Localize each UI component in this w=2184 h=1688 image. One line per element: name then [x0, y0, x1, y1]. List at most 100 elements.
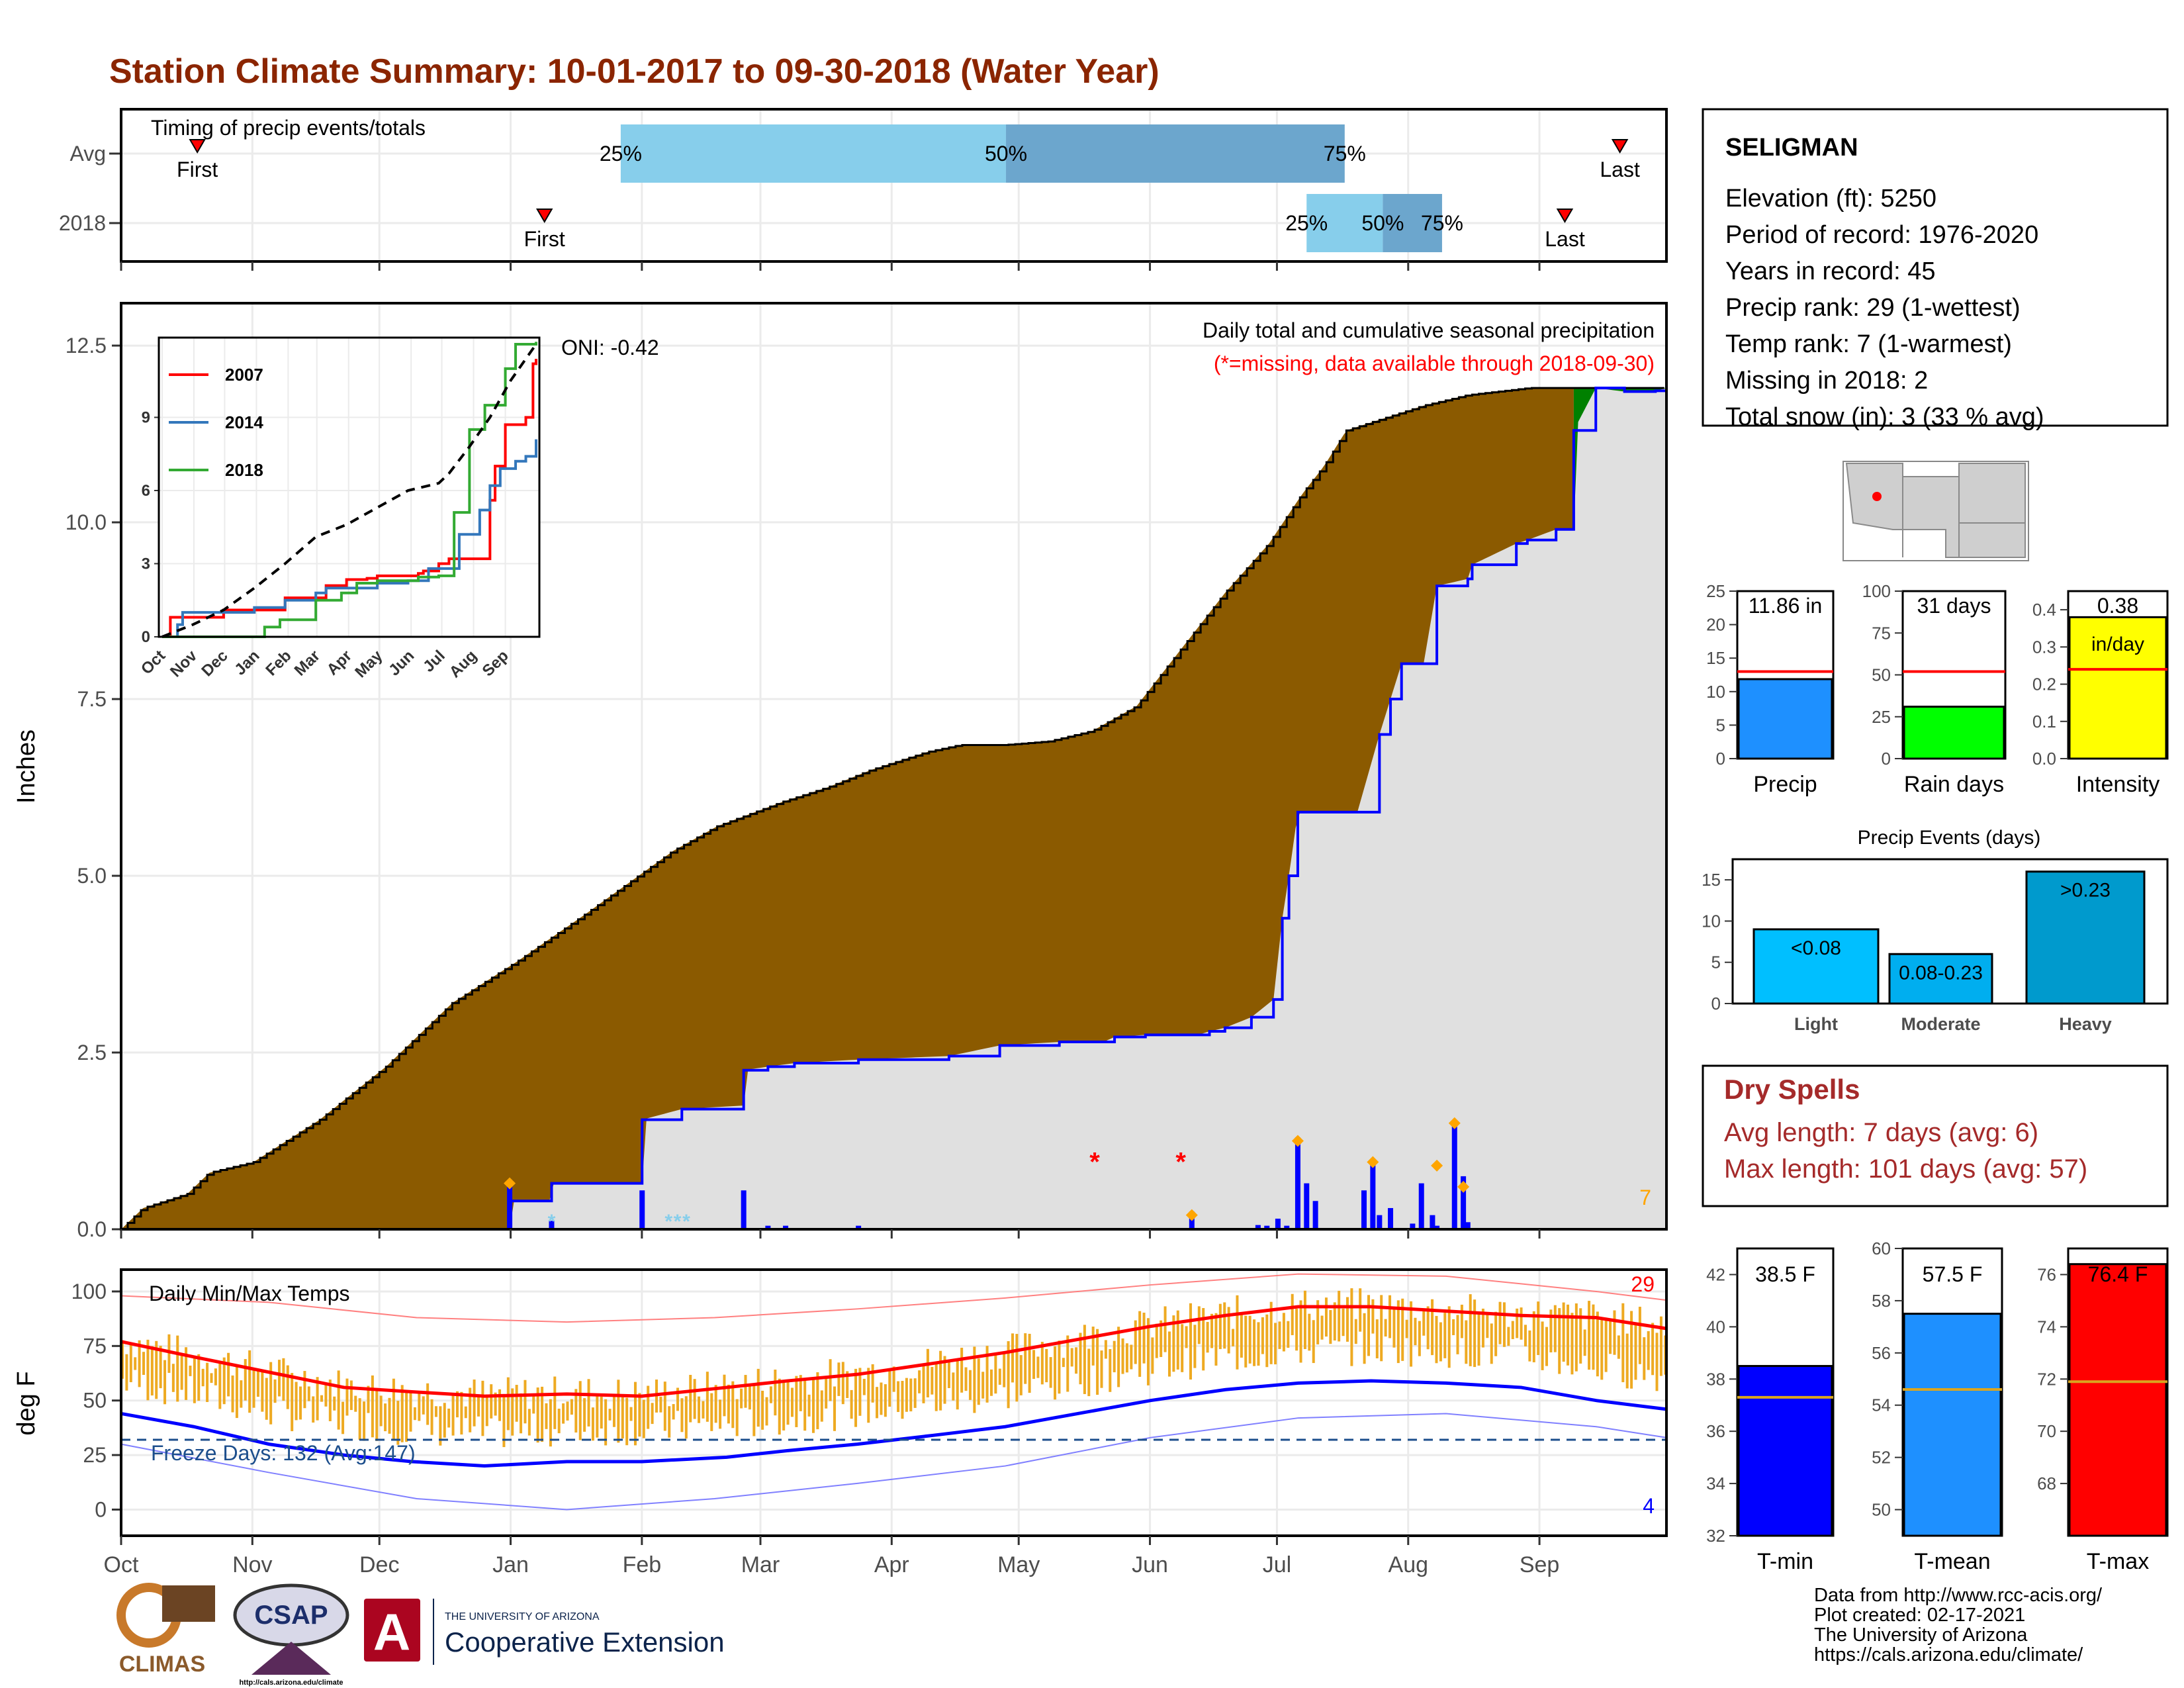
extreme-precip-marker	[1431, 1159, 1443, 1172]
daily-temp-bar	[244, 1359, 247, 1401]
daily-temp-bar	[557, 1409, 561, 1434]
snow-marker: *	[664, 1211, 672, 1233]
csap-logo-mountain	[251, 1642, 331, 1675]
temp-summary-panel: 68 70 72 74 76 76.4 F T-max	[2037, 1247, 2169, 1574]
summary-value-unit: in/day	[2091, 633, 2144, 655]
temp-summary-ytick-label: 74	[2037, 1317, 2056, 1336]
events-category-label: Light	[1794, 1014, 1838, 1034]
daily-temp-bar	[1655, 1333, 1659, 1391]
summary-ytick-label: 50	[1872, 665, 1891, 685]
daily-temp-bar	[769, 1386, 772, 1403]
daily-temp-bar	[494, 1392, 497, 1416]
temp-summary-ytick-label: 56	[1872, 1343, 1891, 1363]
daily-temp-bar	[829, 1359, 832, 1401]
extreme-precip-marker	[1367, 1156, 1379, 1168]
quartile-label: 25%	[1285, 211, 1328, 235]
daily-temp-bar	[1490, 1323, 1493, 1364]
inset-legend-label: 2018	[225, 460, 263, 480]
daily-temp-bar	[943, 1356, 946, 1404]
events-bar-label: >0.23	[2060, 880, 2111, 902]
daily-temp-bar	[1032, 1350, 1036, 1380]
ua-logo-letter: A	[373, 1603, 410, 1661]
daily-temp-bar	[167, 1334, 171, 1373]
daily-temp-bar	[651, 1403, 654, 1425]
daily-temp-bar	[1342, 1308, 1345, 1336]
daily-temp-bar	[1431, 1299, 1434, 1356]
daily-temp-bar	[1359, 1288, 1362, 1332]
daily-temp-bar	[871, 1364, 874, 1403]
freeze-days-label: Freeze Days: 132 (Avg:147)	[151, 1441, 416, 1465]
daily-temp-bar	[1181, 1324, 1184, 1372]
daily-temp-bar	[1295, 1309, 1298, 1351]
extreme-count-label: 7	[1639, 1186, 1651, 1209]
temp-summary-ytick-label: 52	[1872, 1448, 1891, 1468]
daily-temp-bar	[913, 1378, 917, 1408]
daily-temp-bar	[731, 1381, 735, 1429]
summary-value-label: 0.38	[2097, 594, 2138, 618]
inset-ytick-label: 0	[142, 628, 150, 646]
daily-temp-bar	[892, 1366, 895, 1392]
daily-temp-bar	[333, 1396, 336, 1411]
timing-row-label: 2018	[59, 211, 106, 235]
daily-temp-bar	[1274, 1323, 1277, 1365]
quartile-label: 75%	[1421, 211, 1463, 235]
daily-temp-bar	[553, 1376, 557, 1429]
daily-temp-bar	[460, 1391, 463, 1435]
daily-temp-bar	[1460, 1304, 1463, 1338]
daily-temp-bar	[1481, 1308, 1484, 1348]
daily-temp-bar	[235, 1365, 238, 1419]
daily-temp-bar	[774, 1370, 777, 1416]
snow-marker: *	[548, 1211, 556, 1233]
daily-temp-bar	[1579, 1308, 1582, 1364]
daily-temp-bar	[1087, 1348, 1091, 1397]
daily-temp-bar	[1138, 1311, 1142, 1377]
first-label: First	[177, 158, 218, 181]
daily-temp-bar	[1350, 1288, 1353, 1366]
daily-temp-bar	[384, 1403, 387, 1432]
station-info-line: Years in record: 45	[1725, 258, 1936, 285]
daily-temp-bar	[1189, 1303, 1193, 1380]
daily-temp-bar	[740, 1388, 743, 1409]
csap-logo-url: http://cals.arizona.edu/climate	[239, 1679, 343, 1687]
daily-temp-bar	[811, 1378, 815, 1433]
daily-temp-bar	[1291, 1293, 1294, 1335]
daily-temp-bar	[968, 1370, 972, 1400]
daily-temp-bar	[392, 1378, 395, 1440]
record-max-line	[120, 1273, 1667, 1323]
precip-ylabel: Inches	[13, 729, 40, 804]
station-location-dot	[1872, 492, 1882, 501]
temp-summary-label: T-min	[1757, 1549, 1813, 1574]
daily-precip-bar	[507, 1183, 513, 1229]
daily-temp-bar	[884, 1384, 887, 1417]
daily-temp-bar	[1507, 1327, 1510, 1346]
daily-temp-bar	[426, 1383, 430, 1425]
daily-temp-bar	[464, 1406, 467, 1419]
ua-logo-small-text: THE UNIVERSITY OF ARIZONA	[445, 1611, 600, 1622]
daily-temp-bar	[1469, 1294, 1472, 1366]
daily-temp-bar	[481, 1380, 484, 1436]
daily-temp-bar	[286, 1365, 289, 1409]
temp-summary-bar	[1903, 1313, 2002, 1537]
daily-temp-bar	[1473, 1299, 1477, 1368]
daily-temp-bar	[541, 1386, 544, 1442]
daily-temp-bar	[1324, 1297, 1328, 1337]
summary-value-label: 31 days	[1917, 594, 1991, 618]
daily-temp-bar	[850, 1389, 853, 1419]
summary-bar-panel: 0 5 10 15 20 25 11.86 in Precip	[1706, 581, 1835, 797]
daily-temp-bar	[1516, 1308, 1519, 1338]
daily-temp-bar	[1261, 1317, 1264, 1354]
daily-temp-bar	[1210, 1313, 1214, 1348]
daily-temp-bar	[345, 1378, 349, 1416]
daily-temp-bar	[672, 1404, 675, 1420]
summary-ytick-label: 15	[1706, 648, 1725, 668]
daily-temp-bar	[570, 1399, 573, 1415]
daily-temp-bar	[1218, 1303, 1222, 1350]
climas-logo-text: CLIMAS	[119, 1652, 205, 1677]
daily-temp-bar	[1498, 1301, 1502, 1344]
dry-spells-frame	[1702, 1064, 2169, 1207]
daily-temp-bar	[1380, 1295, 1383, 1362]
temp-summary-ytick-label: 50	[1872, 1500, 1891, 1520]
daily-temp-bar	[248, 1350, 251, 1413]
climas-logo-block	[162, 1585, 215, 1622]
timing-panel: Avg 2018 25% 50% 75% First Last 25% 50% 75% First L…	[59, 108, 1668, 271]
